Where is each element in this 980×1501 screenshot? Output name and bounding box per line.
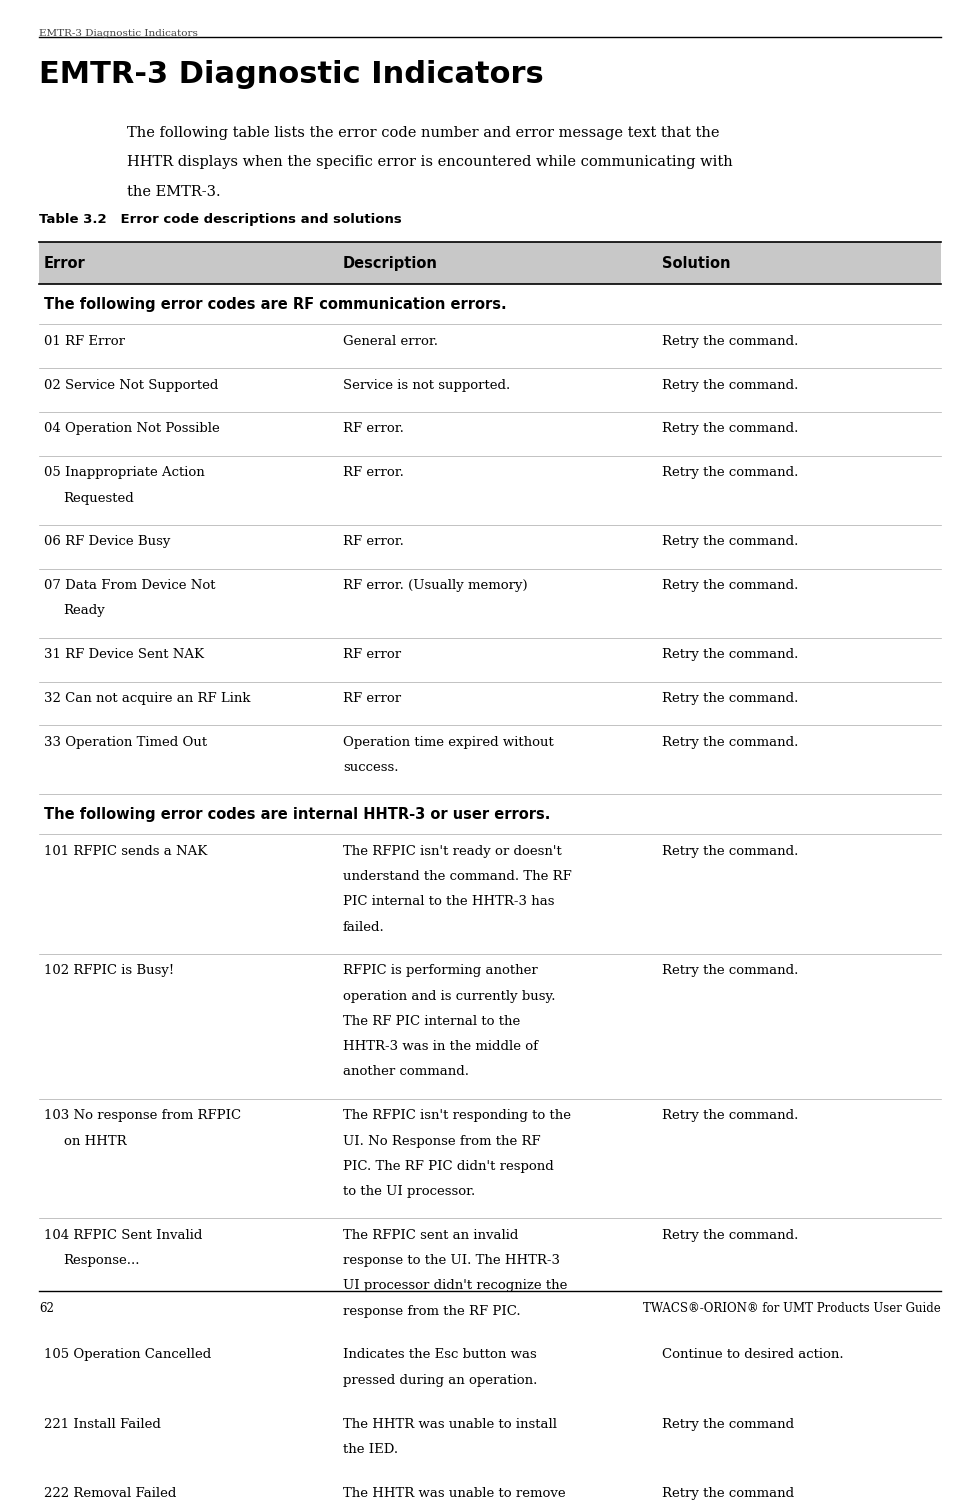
Text: the IED.: the IED.: [343, 1442, 398, 1456]
Text: The RF PIC internal to the: The RF PIC internal to the: [343, 1015, 520, 1028]
Text: 62: 62: [39, 1301, 54, 1315]
Text: Retry the command.: Retry the command.: [662, 422, 798, 435]
Text: 33 Operation Timed Out: 33 Operation Timed Out: [44, 735, 207, 749]
Text: pressed during an operation.: pressed during an operation.: [343, 1373, 537, 1387]
Text: Retry the command.: Retry the command.: [662, 536, 798, 548]
Text: RF error.: RF error.: [343, 536, 404, 548]
Text: Retry the command.: Retry the command.: [662, 965, 798, 977]
Text: RF error. (Usually memory): RF error. (Usually memory): [343, 579, 527, 593]
Text: Retry the command.: Retry the command.: [662, 579, 798, 593]
Text: Service is not supported.: Service is not supported.: [343, 378, 511, 392]
Text: Retry the command.: Retry the command.: [662, 378, 798, 392]
Text: Retry the command.: Retry the command.: [662, 1109, 798, 1123]
Text: response from the RF PIC.: response from the RF PIC.: [343, 1304, 520, 1318]
Text: UI processor didn't recognize the: UI processor didn't recognize the: [343, 1279, 567, 1292]
Text: The RFPIC sent an invalid: The RFPIC sent an invalid: [343, 1229, 518, 1241]
Text: EMTR-3 Diagnostic Indicators: EMTR-3 Diagnostic Indicators: [39, 29, 198, 38]
Text: response to the UI. The HHTR-3: response to the UI. The HHTR-3: [343, 1255, 560, 1267]
Text: Ready: Ready: [64, 605, 106, 617]
Text: The RFPIC isn't ready or doesn't: The RFPIC isn't ready or doesn't: [343, 845, 562, 859]
Text: 07 Data From Device Not: 07 Data From Device Not: [44, 579, 216, 593]
Text: UI. No Response from the RF: UI. No Response from the RF: [343, 1135, 541, 1148]
Text: Retry the command.: Retry the command.: [662, 845, 798, 859]
Text: 02 Service Not Supported: 02 Service Not Supported: [44, 378, 219, 392]
Text: PIC. The RF PIC didn't respond: PIC. The RF PIC didn't respond: [343, 1160, 554, 1172]
Text: Requested: Requested: [64, 491, 134, 504]
Text: Response...: Response...: [64, 1255, 140, 1267]
Bar: [39, 242, 941, 284]
Text: The RFPIC isn't responding to the: The RFPIC isn't responding to the: [343, 1109, 571, 1123]
Text: Retry the command: Retry the command: [662, 1486, 794, 1499]
Text: RF error.: RF error.: [343, 467, 404, 479]
Text: to the UI processor.: to the UI processor.: [343, 1184, 475, 1198]
Text: 102 RFPIC is Busy!: 102 RFPIC is Busy!: [44, 965, 174, 977]
Text: Solution: Solution: [662, 255, 730, 270]
Text: Indicates the Esc button was: Indicates the Esc button was: [343, 1348, 537, 1361]
Text: Retry the command.: Retry the command.: [662, 735, 798, 749]
Text: General error.: General error.: [343, 335, 438, 348]
Text: The following error codes are internal HHTR-3 or user errors.: The following error codes are internal H…: [44, 808, 551, 823]
Text: on HHTR: on HHTR: [64, 1135, 126, 1148]
Text: 221 Install Failed: 221 Install Failed: [44, 1417, 161, 1430]
Text: Retry the command.: Retry the command.: [662, 335, 798, 348]
Text: RFPIC is performing another: RFPIC is performing another: [343, 965, 538, 977]
Text: Operation time expired without: Operation time expired without: [343, 735, 554, 749]
Text: RF error.: RF error.: [343, 422, 404, 435]
Text: HHTR-3 was in the middle of: HHTR-3 was in the middle of: [343, 1040, 538, 1054]
Text: Retry the command.: Retry the command.: [662, 467, 798, 479]
Text: The following error codes are RF communication errors.: The following error codes are RF communi…: [44, 297, 507, 312]
Text: The following table lists the error code number and error message text that the: The following table lists the error code…: [127, 126, 720, 140]
Text: operation and is currently busy.: operation and is currently busy.: [343, 989, 556, 1003]
Text: 04 Operation Not Possible: 04 Operation Not Possible: [44, 422, 220, 435]
Text: RF error: RF error: [343, 692, 401, 705]
Text: RF error: RF error: [343, 648, 401, 662]
Text: Retry the command.: Retry the command.: [662, 1229, 798, 1241]
Text: 104 RFPIC Sent Invalid: 104 RFPIC Sent Invalid: [44, 1229, 203, 1241]
Text: Description: Description: [343, 255, 438, 270]
Text: 06 RF Device Busy: 06 RF Device Busy: [44, 536, 171, 548]
Text: failed.: failed.: [343, 920, 385, 934]
Text: 101 RFPIC sends a NAK: 101 RFPIC sends a NAK: [44, 845, 208, 859]
Text: Table 3.2   Error code descriptions and solutions: Table 3.2 Error code descriptions and so…: [39, 213, 402, 225]
Text: Retry the command.: Retry the command.: [662, 692, 798, 705]
Text: understand the command. The RF: understand the command. The RF: [343, 871, 571, 883]
Text: Retry the command: Retry the command: [662, 1417, 794, 1430]
Text: another command.: another command.: [343, 1066, 469, 1078]
Text: The HHTR was unable to install: The HHTR was unable to install: [343, 1417, 557, 1430]
Text: the EMTR-3.: the EMTR-3.: [127, 185, 221, 198]
Text: HHTR displays when the specific error is encountered while communicating with: HHTR displays when the specific error is…: [127, 156, 733, 170]
Text: Retry the command.: Retry the command.: [662, 648, 798, 662]
Text: 05 Inappropriate Action: 05 Inappropriate Action: [44, 467, 205, 479]
Text: The HHTR was unable to remove: The HHTR was unable to remove: [343, 1486, 565, 1499]
Text: 31 RF Device Sent NAK: 31 RF Device Sent NAK: [44, 648, 204, 662]
Text: success.: success.: [343, 761, 399, 775]
Text: TWACS®-ORION® for UMT Products User Guide: TWACS®-ORION® for UMT Products User Guid…: [643, 1301, 941, 1315]
Text: 103 No response from RFPIC: 103 No response from RFPIC: [44, 1109, 241, 1123]
Text: Continue to desired action.: Continue to desired action.: [662, 1348, 843, 1361]
Text: 105 Operation Cancelled: 105 Operation Cancelled: [44, 1348, 212, 1361]
Text: EMTR-3 Diagnostic Indicators: EMTR-3 Diagnostic Indicators: [39, 60, 544, 89]
Text: PIC internal to the HHTR-3 has: PIC internal to the HHTR-3 has: [343, 896, 555, 908]
Text: 32 Can not acquire an RF Link: 32 Can not acquire an RF Link: [44, 692, 251, 705]
Text: 222 Removal Failed: 222 Removal Failed: [44, 1486, 176, 1499]
Text: Error: Error: [44, 255, 86, 270]
Text: 01 RF Error: 01 RF Error: [44, 335, 125, 348]
